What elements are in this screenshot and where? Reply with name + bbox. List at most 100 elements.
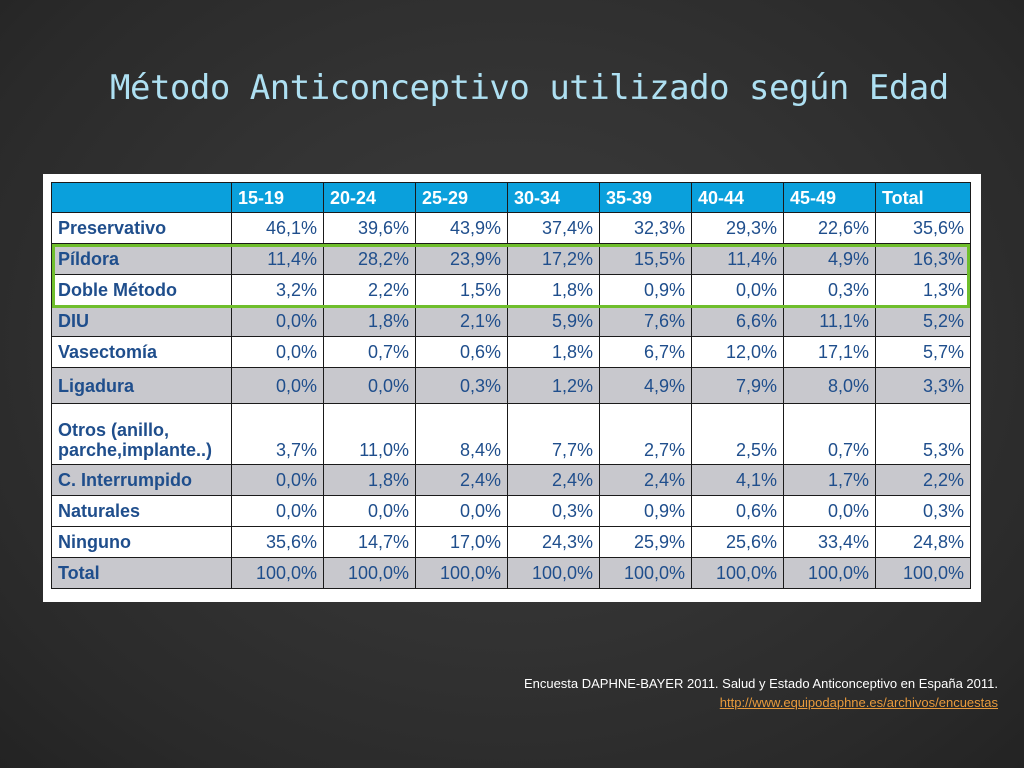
table-row: Otros (anillo, parche,implante..) 3,7% 1… bbox=[51, 403, 971, 465]
table-cell: 0,3% bbox=[783, 274, 876, 306]
table-cell: 100,0% bbox=[783, 557, 876, 589]
table-cell: 7,9% bbox=[691, 367, 784, 404]
table-cell: 100,0% bbox=[599, 557, 692, 589]
table-row: Doble Método 3,2% 2,2% 1,5% 1,8% 0,9% 0,… bbox=[51, 274, 971, 306]
row-label: Total bbox=[51, 557, 232, 589]
table-cell: 22,6% bbox=[783, 212, 876, 244]
table-cell: 1,8% bbox=[507, 274, 600, 306]
table-cell: 2,2% bbox=[875, 464, 971, 496]
row-label: Píldora bbox=[51, 243, 232, 275]
table-cell: 0,0% bbox=[231, 305, 324, 337]
header-row: 15-19 20-24 25-29 30-34 35-39 40-44 45-4… bbox=[51, 182, 971, 213]
source-link[interactable]: http://www.equipodaphne.es/archivos/encu… bbox=[719, 695, 998, 710]
table-cell: 0,0% bbox=[415, 495, 508, 527]
header-cell-30-34: 30-34 bbox=[507, 182, 600, 213]
table-cell: 100,0% bbox=[507, 557, 600, 589]
header-cell-35-39: 35-39 bbox=[599, 182, 692, 213]
table-cell: 4,9% bbox=[599, 367, 692, 404]
table-cell: 100,0% bbox=[323, 557, 416, 589]
table-cell: 0,7% bbox=[323, 336, 416, 368]
table-cell: 8,4% bbox=[415, 403, 508, 465]
row-label: Vasectomía bbox=[51, 336, 232, 368]
table-row: Vasectomía 0,0% 0,7% 0,6% 1,8% 6,7% 12,0… bbox=[51, 336, 971, 368]
table-cell: 11,4% bbox=[231, 243, 324, 275]
header-cell-25-29: 25-29 bbox=[415, 182, 508, 213]
table-row: Naturales 0,0% 0,0% 0,0% 0,3% 0,9% 0,6% … bbox=[51, 495, 971, 527]
header-cell-empty bbox=[51, 182, 232, 213]
table-row: Ligadura 0,0% 0,0% 0,3% 1,2% 4,9% 7,9% 8… bbox=[51, 367, 971, 404]
table-cell: 2,4% bbox=[599, 464, 692, 496]
table-cell: 29,3% bbox=[691, 212, 784, 244]
table-cell: 5,7% bbox=[875, 336, 971, 368]
table-cell: 46,1% bbox=[231, 212, 324, 244]
table-row: C. Interrumpido 0,0% 1,8% 2,4% 2,4% 2,4%… bbox=[51, 464, 971, 496]
table-cell: 25,6% bbox=[691, 526, 784, 558]
table-row: Ninguno 35,6% 14,7% 17,0% 24,3% 25,9% 25… bbox=[51, 526, 971, 558]
table-cell: 0,0% bbox=[231, 464, 324, 496]
table-cell: 24,3% bbox=[507, 526, 600, 558]
table-cell: 24,8% bbox=[875, 526, 971, 558]
table-cell: 2,2% bbox=[323, 274, 416, 306]
table-cell: 0,0% bbox=[323, 495, 416, 527]
header-cell-45-49: 45-49 bbox=[783, 182, 876, 213]
table-cell: 25,9% bbox=[599, 526, 692, 558]
table-cell: 8,0% bbox=[783, 367, 876, 404]
table-cell: 2,4% bbox=[507, 464, 600, 496]
table-cell: 100,0% bbox=[415, 557, 508, 589]
table-cell: 0,0% bbox=[231, 336, 324, 368]
table-cell: 17,2% bbox=[507, 243, 600, 275]
table-cell: 1,7% bbox=[783, 464, 876, 496]
table-cell: 0,6% bbox=[415, 336, 508, 368]
table-cell: 2,5% bbox=[691, 403, 784, 465]
table-cell: 0,9% bbox=[599, 274, 692, 306]
table-cell: 17,0% bbox=[415, 526, 508, 558]
header-cell-40-44: 40-44 bbox=[691, 182, 784, 213]
table-row: Preservativo 46,1% 39,6% 43,9% 37,4% 32,… bbox=[51, 212, 971, 244]
table-cell: 6,6% bbox=[691, 305, 784, 337]
table-cell: 12,0% bbox=[691, 336, 784, 368]
row-label: C. Interrumpido bbox=[51, 464, 232, 496]
table-cell: 4,1% bbox=[691, 464, 784, 496]
table-cell: 2,1% bbox=[415, 305, 508, 337]
table-cell: 35,6% bbox=[875, 212, 971, 244]
row-label: Otros (anillo, parche,implante..) bbox=[51, 403, 232, 465]
table-cell: 100,0% bbox=[691, 557, 784, 589]
table-cell: 35,6% bbox=[231, 526, 324, 558]
slide-title: Método Anticonceptivo utilizado según Ed… bbox=[110, 68, 949, 108]
source-note: Encuesta DAPHNE-BAYER 2011. Salud y Esta… bbox=[524, 674, 998, 712]
table-row: DIU 0,0% 1,8% 2,1% 5,9% 7,6% 6,6% 11,1% … bbox=[51, 305, 971, 337]
table-cell: 11,0% bbox=[323, 403, 416, 465]
row-label: Naturales bbox=[51, 495, 232, 527]
table-cell: 0,0% bbox=[691, 274, 784, 306]
table-cell: 100,0% bbox=[231, 557, 324, 589]
table-cell: 1,8% bbox=[323, 464, 416, 496]
table-cell: 1,8% bbox=[507, 336, 600, 368]
table-cell: 2,4% bbox=[415, 464, 508, 496]
table-frame: 15-19 20-24 25-29 30-34 35-39 40-44 45-4… bbox=[43, 174, 981, 602]
row-label: Ninguno bbox=[51, 526, 232, 558]
row-label: Preservativo bbox=[51, 212, 232, 244]
row-label: Doble Método bbox=[51, 274, 232, 306]
table-cell: 7,6% bbox=[599, 305, 692, 337]
row-label: Ligadura bbox=[51, 367, 232, 404]
table-cell: 3,2% bbox=[231, 274, 324, 306]
table-cell: 0,3% bbox=[507, 495, 600, 527]
table-cell: 3,7% bbox=[231, 403, 324, 465]
table-cell: 6,7% bbox=[599, 336, 692, 368]
table-cell: 16,3% bbox=[875, 243, 971, 275]
table-cell: 1,8% bbox=[323, 305, 416, 337]
header-cell-15-19: 15-19 bbox=[231, 182, 324, 213]
table-cell: 7,7% bbox=[507, 403, 600, 465]
table-cell: 5,2% bbox=[875, 305, 971, 337]
row-label-line: Otros (anillo, bbox=[58, 420, 170, 440]
table-cell: 28,2% bbox=[323, 243, 416, 275]
table-cell: 1,5% bbox=[415, 274, 508, 306]
table-cell: 0,0% bbox=[783, 495, 876, 527]
table-cell: 0,0% bbox=[323, 367, 416, 404]
table-cell: 15,5% bbox=[599, 243, 692, 275]
row-label-line: parche,implante..) bbox=[58, 440, 213, 460]
table-cell: 0,0% bbox=[231, 367, 324, 404]
table-cell: 4,9% bbox=[783, 243, 876, 275]
table-cell: 11,1% bbox=[783, 305, 876, 337]
table-cell: 2,7% bbox=[599, 403, 692, 465]
